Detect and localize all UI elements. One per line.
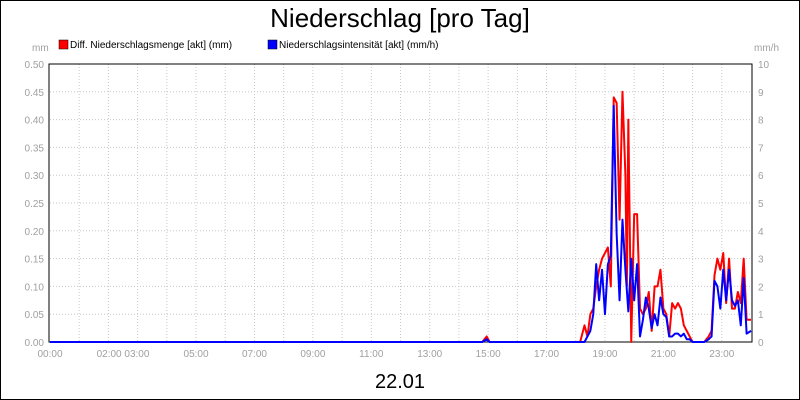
legend-label-precip-intensity: Niederschlagsintensität [akt] (mm/h) (279, 40, 439, 51)
y-left-axis: 0.00 0.05 0.10 0.15 0.20 0.25 0.30 0.35 0.40 0.45… (25, 60, 45, 349)
y-left-tick-label: 0.40 (25, 116, 45, 127)
y-right-tick-label: 4 (758, 227, 764, 238)
y-right-tick-label: 1 (758, 310, 764, 321)
y-left-tick-label: 0.30 (25, 171, 45, 182)
y-right-tick-label: 10 (758, 60, 770, 71)
y-left-tick-label: 0.35 (25, 143, 45, 154)
y-left-tick-label: 0.15 (25, 255, 45, 266)
y-right-tick-label: 2 (758, 282, 764, 293)
y-right-unit-label: mm/h (754, 43, 779, 54)
x-tick-label: 21:00 (651, 349, 676, 360)
x-tick-label: 23:00 (709, 349, 734, 360)
date-label: 22.01 (375, 371, 425, 393)
legend-swatch-precip-amount (58, 39, 69, 50)
y-right-tick-label: 9 (758, 88, 764, 99)
x-tick-label: 13:00 (417, 349, 442, 360)
chart-legend: Diff. Niederschlagsmenge [akt] (mm) Nied… (58, 39, 439, 51)
y-right-tick-label: 3 (758, 255, 764, 266)
y-left-tick-label: 0.20 (25, 227, 45, 238)
y-right-tick-label: 8 (758, 116, 764, 127)
y-left-tick-label: 0.25 (25, 199, 45, 210)
y-left-unit-label: mm (32, 43, 49, 54)
x-tick-label: 05:00 (184, 349, 209, 360)
x-tick-label: 09:00 (300, 349, 325, 360)
series-line-precip-amount (50, 90, 751, 343)
y-left-tick-label: 0.45 (25, 88, 45, 99)
x-tick-label: 00:00 (37, 349, 62, 360)
y-right-tick-label: 0 (758, 338, 764, 349)
legend-label-precip-amount: Diff. Niederschlagsmenge [akt] (mm) (70, 40, 232, 51)
series-line-precip-intensity (50, 104, 752, 343)
x-tick-label: 15:00 (476, 349, 501, 360)
y-left-tick-label: 0.50 (25, 60, 45, 71)
y-right-tick-label: 5 (758, 199, 764, 210)
y-left-tick-label: 0.10 (25, 282, 45, 293)
x-tick-label: 17:00 (534, 349, 559, 360)
y-left-tick-label: 0.05 (25, 310, 45, 321)
chart-series (50, 90, 752, 343)
y-right-tick-label: 7 (758, 143, 764, 154)
x-tick-label: 11:00 (359, 349, 384, 360)
y-right-tick-label: 6 (758, 171, 764, 182)
x-axis: 00:00 02:00 03:00 05:00 07:00 09:00 11:00 13:0… (37, 349, 734, 360)
x-tick-label: 02:00 03:00 (97, 349, 150, 360)
x-tick-label: 19:00 (592, 349, 617, 360)
y-left-tick-label: 0.00 (25, 338, 45, 349)
y-right-axis: 0 1 2 3 4 5 6 7 8 9 10 (758, 60, 770, 349)
legend-swatch-precip-intensity (267, 39, 278, 50)
x-tick-label: 07:00 (242, 349, 267, 360)
chart-title: Niederschlag [pro Tag] (270, 3, 530, 33)
